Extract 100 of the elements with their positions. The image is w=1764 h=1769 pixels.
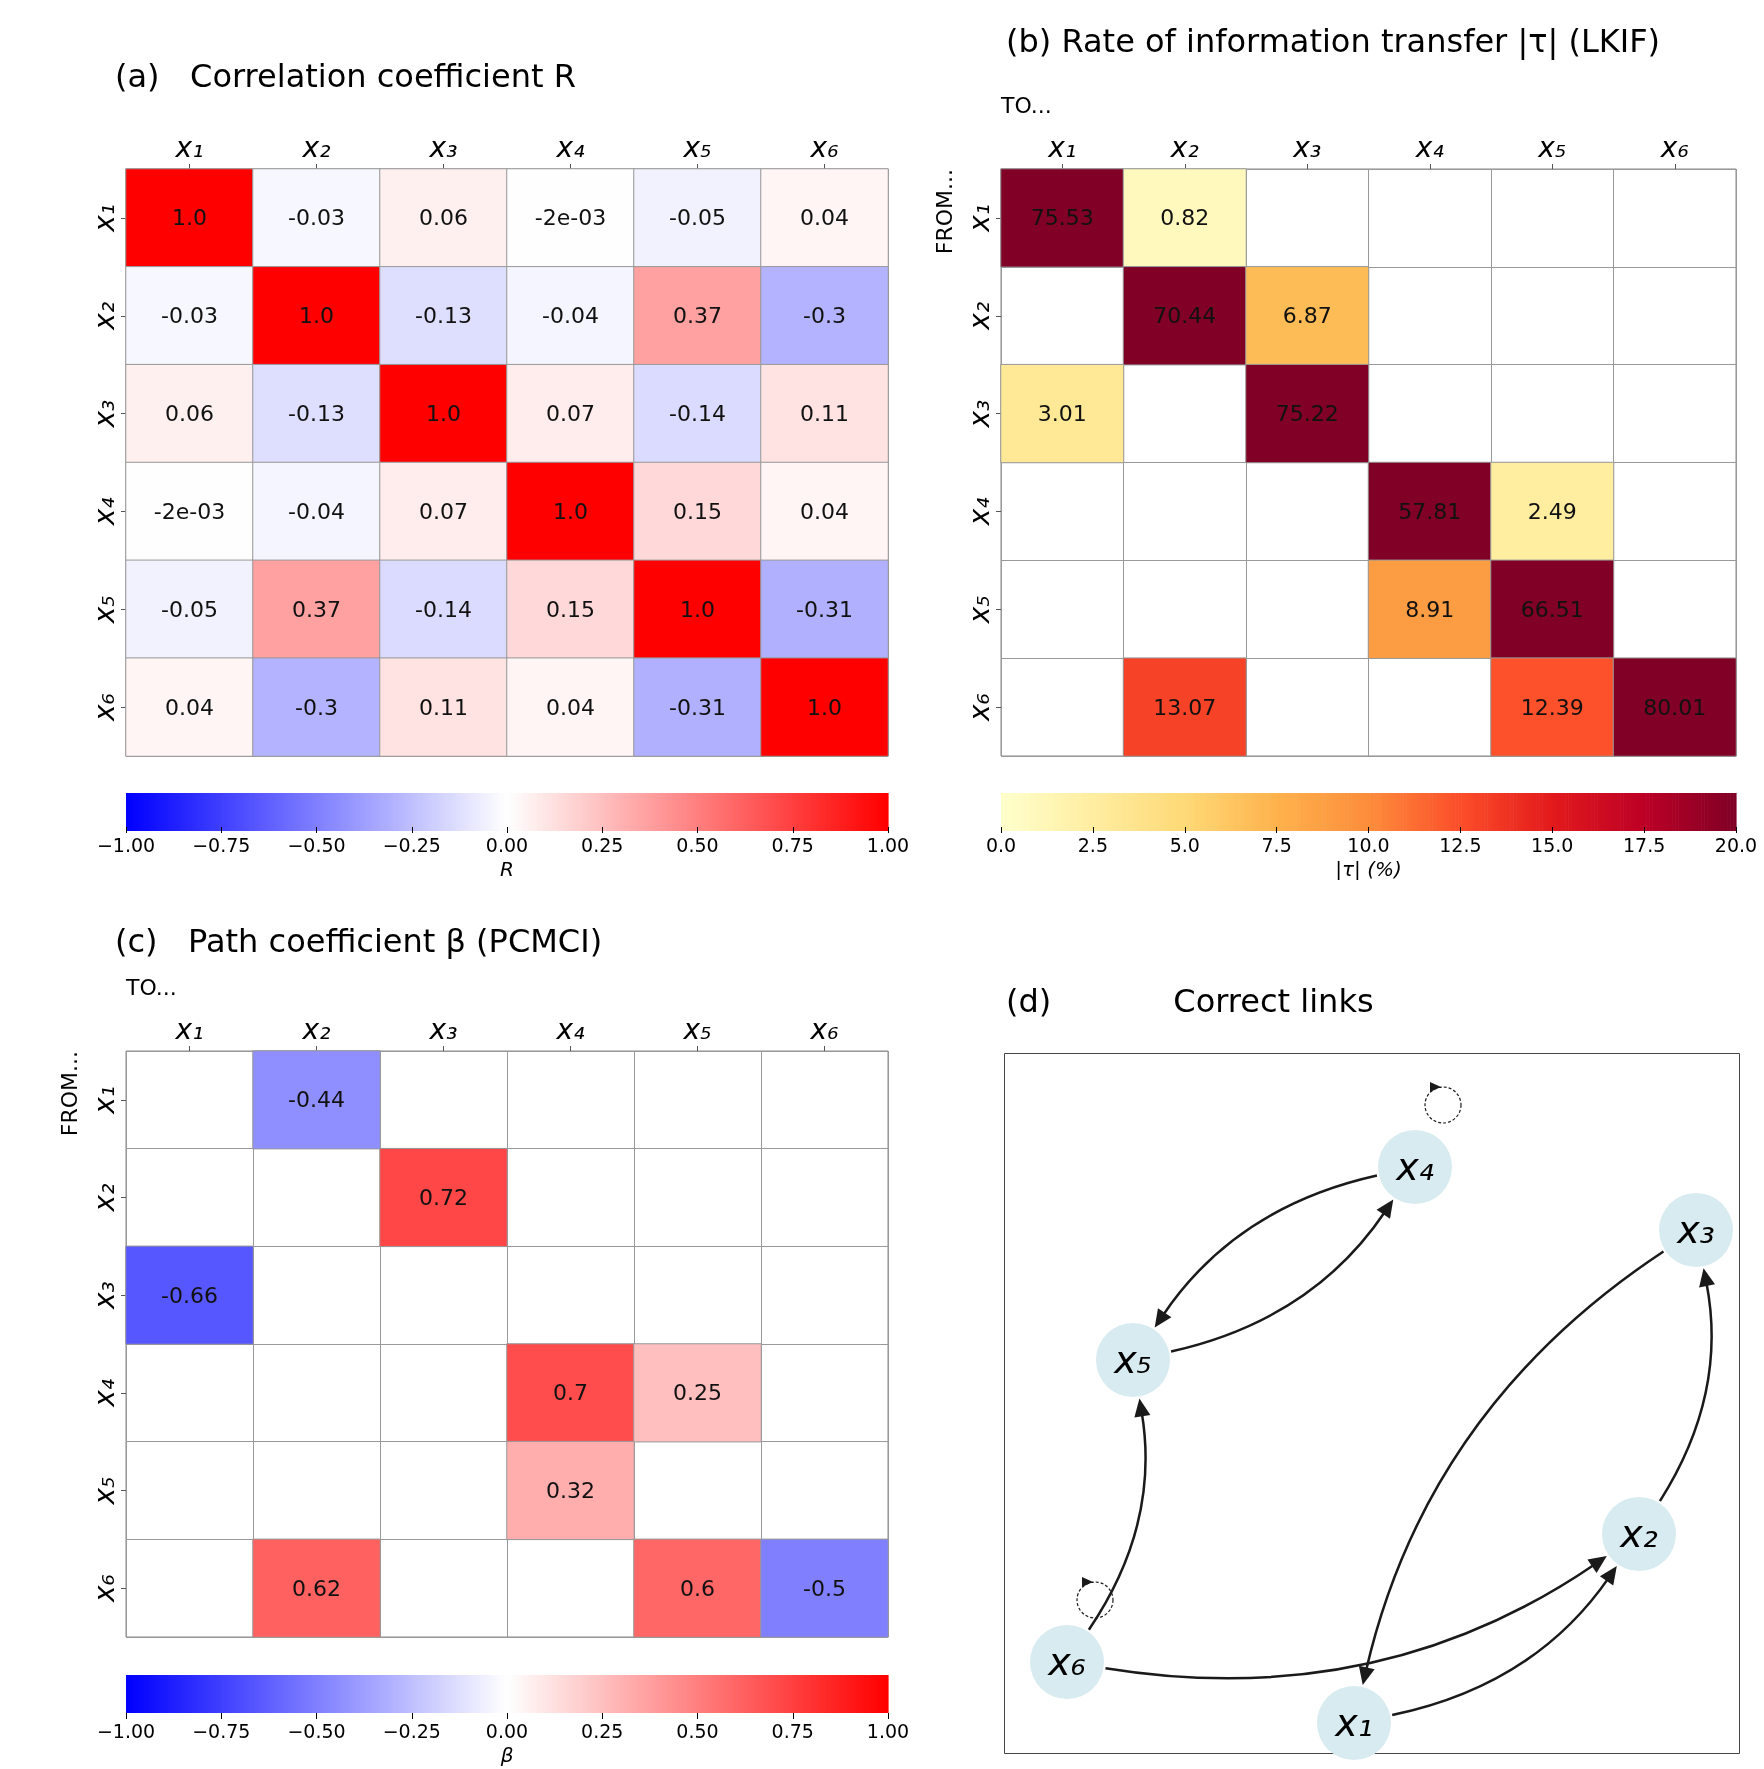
y-tick-label: x₄ [87,1378,121,1408]
y-axis-title: FROM... [931,169,957,255]
data-label: 75.22 [1275,401,1339,427]
data-label: 0.15 [673,498,722,524]
x-tick-label: x₅ [682,130,712,164]
data-label: -0.05 [161,596,218,622]
color-bar-label: 0.75 [771,1719,814,1742]
data-label: 0.37 [292,596,341,622]
color-bar-label: 15.0 [1531,833,1574,856]
x-tick-label: x₅ [1537,130,1567,164]
x-tick-label: x₃ [428,1012,458,1046]
data-label: 0.11 [419,694,468,720]
y-tick-label: x₁ [962,204,996,233]
data-label: -2e-03 [534,205,607,231]
data-label: 1.0 [680,596,715,622]
data-label: -0.3 [803,303,846,329]
chart-title: (c) Path coefficient β (PCMCI) [115,922,603,960]
data-label: 6.87 [1282,303,1332,329]
data-label: -0.5 [803,1575,846,1601]
data-label: 66.51 [1520,596,1584,622]
x-tick-label: x₆ [809,130,839,164]
y-tick-label: x₁ [87,204,121,233]
data-label: 0.04 [800,498,849,524]
data-label: -0.13 [288,401,345,427]
x-tick-label: x₄ [1414,130,1444,164]
data-label: -0.05 [669,205,726,231]
data-label: -0.13 [415,303,472,329]
category-label: x₃ [1676,1208,1715,1252]
data-label: 8.91 [1405,596,1455,622]
color-bar-label: 0.50 [676,833,719,856]
data-label: 0.06 [165,401,214,427]
data-label: -0.31 [669,694,726,720]
color-bar-label: −0.75 [192,833,251,856]
x-tick-label: x₁ [174,1012,204,1046]
color-bar-label: 12.5 [1439,833,1482,856]
data-label: 0.32 [546,1478,595,1503]
y-tick-label: x₄ [962,497,996,527]
y-tick-label: x₁ [87,1085,121,1115]
y-tick-label: x₅ [87,595,121,625]
color-bar-label: 2.5 [1077,833,1108,856]
x-axis-title: TO... [125,974,177,1000]
x-tick-label: x₂ [301,1012,331,1046]
color-bar-label: 0.75 [771,833,814,856]
data-label: 1.0 [299,303,334,329]
y-tick-label: x₆ [87,693,121,722]
data-label: 12.39 [1520,694,1584,720]
data-label: -0.31 [796,596,853,622]
data-label: 80.01 [1643,694,1707,720]
y-tick-label: x₆ [962,693,996,722]
color-bar-title: |τ| (%) [1335,857,1402,881]
color-bar-label: −1.00 [96,833,156,856]
color-bar-label: −0.25 [382,833,441,856]
data-label: 0.15 [546,596,595,622]
color-bar-label: −0.50 [287,833,346,856]
data-label: -0.14 [415,596,472,622]
data-label: -0.14 [669,401,726,427]
color-bar-label: −0.25 [382,1719,441,1742]
category-label: x₁ [1334,1701,1373,1745]
color-bar-label: 0.25 [581,1719,624,1742]
x-tick-label: x₁ [1047,130,1077,164]
x-tick-label: x₄ [555,130,585,164]
data-label: 1.0 [807,694,842,720]
x-tick-label: x₂ [301,130,331,164]
y-tick-label: x₃ [87,399,121,429]
data-label: -0.04 [288,498,345,524]
color-bar-label: −0.50 [287,1719,346,1742]
text: (d) Correct links [1006,982,1374,1020]
data-label: 0.07 [419,498,468,524]
color-bar-label: 0.00 [485,833,529,856]
data-label: 0.11 [800,401,849,427]
data-label: 57.81 [1398,498,1462,524]
data-label: 70.44 [1153,303,1217,329]
y-tick-label: x₂ [962,301,996,331]
color-bar-label: 5.0 [1169,833,1200,856]
data-label: 0.6 [680,1575,715,1601]
y-axis-title: FROM... [56,1051,82,1137]
data-label: -0.44 [288,1087,345,1113]
x-tick-label: x₃ [1292,130,1322,164]
data-label: 2.49 [1527,498,1577,524]
data-label: 1.0 [172,205,207,231]
y-tick-label: x₂ [87,1183,121,1213]
x-tick-label: x₄ [555,1012,585,1046]
data-label: -0.04 [542,303,599,329]
data-label: 0.82 [1160,205,1210,231]
y-tick-label: x₃ [87,1281,121,1311]
x-tick-label: x₅ [682,1012,712,1046]
data-label: -0.3 [295,694,338,720]
color-bar-label: 0.50 [676,1719,719,1742]
data-label: -0.03 [288,205,345,231]
data-label: 13.07 [1153,694,1217,720]
color-bar-label: 10.0 [1347,833,1390,856]
data-label: 0.7 [553,1380,588,1406]
color-bar-title: β [499,1743,514,1767]
color-bar-label: 0.00 [485,1719,529,1742]
data-label: 0.07 [546,401,595,427]
category-label: x₄ [1395,1145,1434,1189]
data-label: 0.04 [165,694,214,720]
color-bar-label: −0.75 [192,1719,251,1742]
color-bar-label: 0.25 [581,833,624,856]
color-bar-label: −1.00 [96,1719,156,1742]
